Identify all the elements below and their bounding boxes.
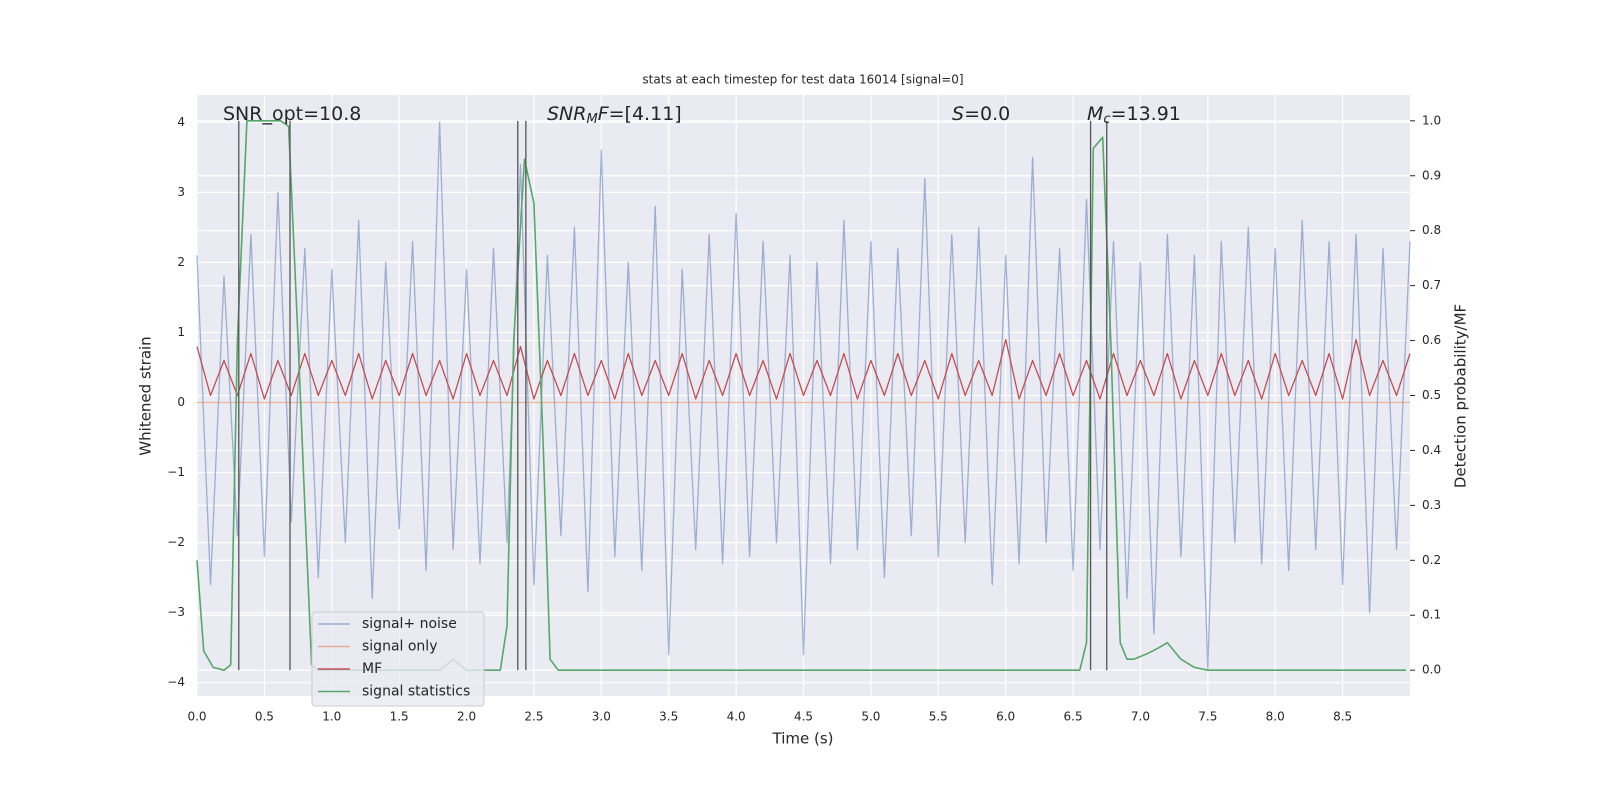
y2-tick-label: 0.4 [1422, 443, 1441, 457]
y-tick-label: −4 [167, 675, 185, 689]
y2-tick-label: 0.2 [1422, 553, 1441, 567]
annotation-part: SNR_opt=10.8 [223, 103, 361, 125]
annotation-part: =13.91 [1111, 103, 1181, 125]
x-tick-label: 1.5 [390, 710, 409, 724]
x-tick-label: 8.0 [1266, 710, 1285, 724]
annotation-part: =0.0 [964, 103, 1010, 125]
x-tick-label: 2.5 [524, 710, 543, 724]
annotation-part: SNR [547, 103, 586, 125]
legend-box [311, 611, 485, 707]
y-tick-label: −1 [167, 465, 185, 479]
y2-axis-label: Detection probability/MF [1452, 304, 1470, 488]
x-tick-label: 5.0 [861, 710, 880, 724]
y-tick-label: 0 [177, 395, 185, 409]
x-tick-label: 1.0 [322, 710, 341, 724]
series-line [196, 338, 1411, 400]
annotation: SNRMF=[4.11] [547, 103, 682, 127]
legend-label: signal statistics [362, 684, 470, 700]
annotation-part: =[4.11] [609, 103, 682, 125]
legend-label: MF [362, 661, 382, 677]
series-line [196, 120, 1406, 671]
y-tick-label: −3 [167, 605, 185, 619]
annotation: SNR_opt=10.8 [223, 103, 361, 125]
y2-tick-label: 0.5 [1422, 388, 1441, 402]
y-tick-label: 3 [177, 185, 185, 199]
x-tick-label: 5.5 [929, 710, 948, 724]
y2-tick-label: 0.0 [1422, 663, 1441, 677]
y-axis-label: Whitened strain [137, 336, 155, 455]
x-tick-label: 2.0 [457, 710, 476, 724]
x-axis-label: Time (s) [772, 730, 834, 748]
y-tick-label: 2 [177, 255, 185, 269]
y2-tick-label: 0.3 [1422, 498, 1441, 512]
legend-label: signal only [362, 639, 437, 655]
annotation-part: M [1087, 103, 1103, 125]
y-tick-label: −2 [167, 535, 185, 549]
legend-label: signal+ noise [362, 616, 457, 632]
x-tick-label: 4.5 [794, 710, 813, 724]
x-tick-label: 6.5 [1064, 710, 1083, 724]
x-tick-label: 8.5 [1333, 710, 1352, 724]
x-tick-label: 6.0 [996, 710, 1015, 724]
chart-title: stats at each timestep for test data 160… [642, 73, 963, 87]
series-line [196, 121, 1411, 670]
y-tick-label: 4 [177, 115, 185, 129]
annotation-part: c [1103, 112, 1110, 127]
x-tick-label: 0.0 [187, 710, 206, 724]
annotation-part: M [586, 112, 597, 127]
x-tick-label: 4.0 [727, 710, 746, 724]
x-tick-label: 7.5 [1198, 710, 1217, 724]
x-tick-label: 3.5 [659, 710, 678, 724]
x-tick-label: 3.0 [592, 710, 611, 724]
annotation: Mc=13.91 [1087, 103, 1181, 127]
x-tick-label: 0.5 [255, 710, 274, 724]
y2-tick-label: 1.0 [1422, 113, 1441, 127]
y2-tick-label: 0.1 [1422, 608, 1441, 622]
y2-tick-label: 0.9 [1422, 168, 1441, 182]
annotation: S=0.0 [952, 103, 1010, 125]
annotation-part: S [952, 103, 964, 125]
y-tick-label: 1 [177, 325, 185, 339]
x-tick-label: 7.0 [1131, 710, 1150, 724]
annotation-part: F [598, 103, 610, 125]
y2-tick-label: 0.6 [1422, 333, 1441, 347]
y2-tick-label: 0.7 [1422, 278, 1441, 292]
y2-tick-label: 0.8 [1422, 223, 1441, 237]
